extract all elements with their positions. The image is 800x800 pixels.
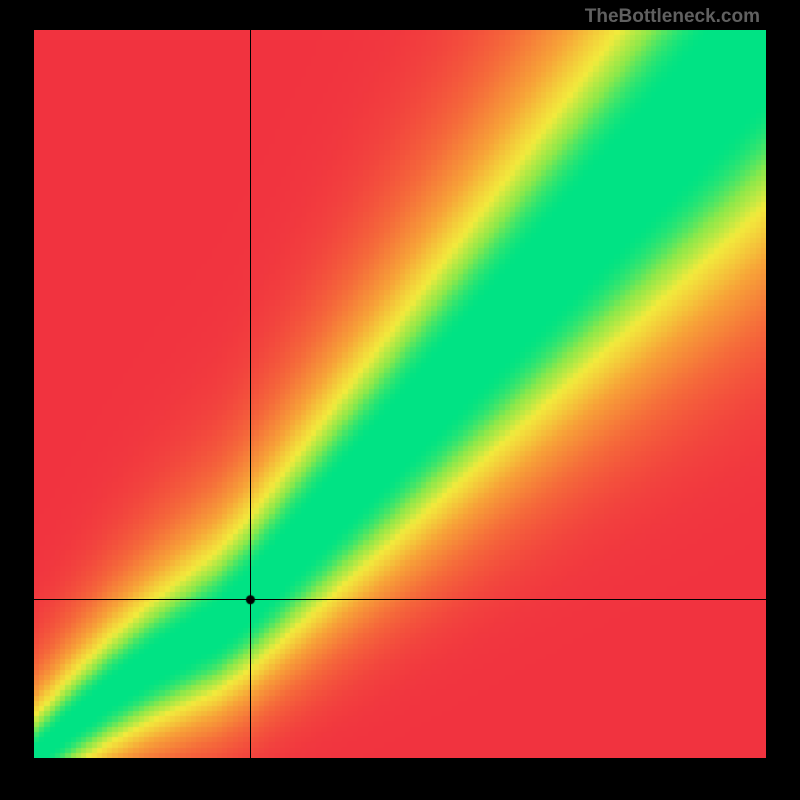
watermark-text: TheBottleneck.com <box>585 6 760 28</box>
chart-outer-frame: TheBottleneck.com <box>0 0 800 800</box>
heatmap-plot-area <box>34 30 766 758</box>
crosshair-marker <box>34 30 766 758</box>
